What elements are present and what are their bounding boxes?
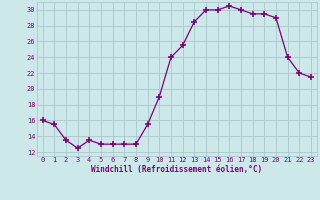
X-axis label: Windchill (Refroidissement éolien,°C): Windchill (Refroidissement éolien,°C) (91, 165, 262, 174)
